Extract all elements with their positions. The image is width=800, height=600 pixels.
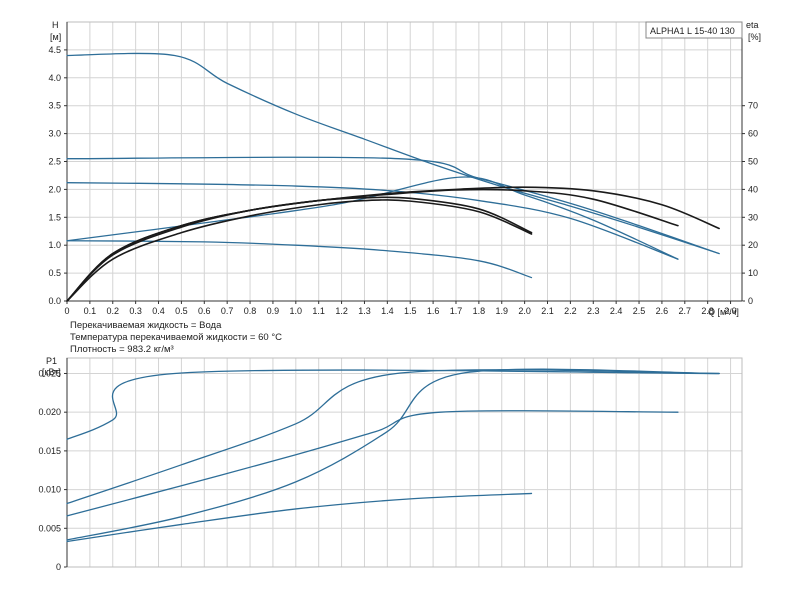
power-axis-label-line1: P1 (46, 356, 57, 366)
efficiency-curve-6 (66, 186, 720, 302)
note-density: Плотность = 983.2 кг/м³ (70, 344, 174, 355)
x-tick-label: 0.9 (267, 306, 280, 316)
x-tick-label: 1.4 (381, 306, 394, 316)
x-tick-label: 1.7 (450, 306, 463, 316)
x-tick-label: 2.6 (656, 306, 669, 316)
y2-tick-label: 60 (748, 129, 758, 139)
power-y-tick-label: 0.015 (38, 446, 61, 456)
y2-tick-label: 50 (748, 157, 758, 167)
x-tick-label: 2.7 (679, 306, 692, 316)
x-tick-label: 2.9 (724, 306, 737, 316)
grid-layer (67, 22, 742, 567)
axes-layer (64, 21, 745, 568)
y-tick-label: 4.5 (48, 45, 61, 55)
head-axis-label-line1: H (52, 20, 59, 30)
power-y-tick-label: 0.020 (38, 407, 61, 417)
x-tick-label: 2.2 (564, 306, 577, 316)
y-tick-label: 1.0 (48, 240, 61, 250)
y-tick-label: 2.5 (48, 157, 61, 167)
flow-axis-label: Q [м³/ч] (708, 307, 739, 317)
x-tick-label: 0.3 (129, 306, 142, 316)
head-curve-4 (66, 182, 679, 260)
x-tick-label: 0.2 (107, 306, 120, 316)
head-curve-5 (66, 240, 533, 279)
power-curve-4 (66, 368, 720, 541)
efficiency-curve-8 (66, 196, 533, 302)
x-tick-label: 0.4 (152, 306, 165, 316)
x-tick-label: 0.6 (198, 306, 211, 316)
y2-tick-label: 40 (748, 184, 758, 194)
x-tick-label: 1.9 (495, 306, 508, 316)
y2-tick-label: 20 (748, 240, 758, 250)
x-tick-label: 2.5 (633, 306, 646, 316)
x-tick-label: 2.4 (610, 306, 623, 316)
note-temperature: Температура перекачиваемой жидкости = 60… (70, 332, 282, 343)
x-tick-label: 0.7 (221, 306, 234, 316)
y-tick-label: 3.5 (48, 101, 61, 111)
power-y-tick-label: 0.010 (38, 485, 61, 495)
y2-tick-label: 10 (748, 268, 758, 278)
x-tick-label: 1.0 (290, 306, 303, 316)
power-curve-2 (66, 369, 720, 505)
x-tick-label: 2.1 (541, 306, 554, 316)
x-tick-label: 1.3 (358, 306, 371, 316)
x-tick-label: 1.1 (312, 306, 325, 316)
power-y-tick-label: 0.025 (38, 368, 61, 378)
series-layer (66, 52, 720, 543)
power-curve-1 (66, 369, 720, 440)
y-tick-label: 1.5 (48, 212, 61, 222)
x-tick-label: 0.8 (244, 306, 257, 316)
power-curve-5 (66, 492, 533, 543)
head-curve-3 (66, 176, 679, 260)
efficiency-curve-9 (66, 199, 533, 302)
x-tick-label: 1.6 (427, 306, 440, 316)
power-plot-frame (66, 357, 743, 568)
y-tick-label: 0.5 (48, 268, 61, 278)
y2-tick-label: 70 (748, 101, 758, 111)
power-y-tick-label: 0.005 (38, 523, 61, 533)
eta-axis-label-line1: eta (746, 20, 759, 30)
x-tick-label: 0.5 (175, 306, 188, 316)
model-label-box (645, 21, 743, 39)
power-curve-3 (66, 410, 679, 517)
x-tick-label: 0 (64, 306, 69, 316)
x-tick-label: 0.1 (84, 306, 97, 316)
efficiency-curve-7 (66, 188, 679, 302)
head-curve-2 (66, 156, 720, 255)
model-label: ALPHA1 L 15-40 130 (650, 26, 735, 36)
y-tick-label: 4.0 (48, 73, 61, 83)
x-tick-label: 2.0 (518, 306, 531, 316)
y-tick-label: 0.0 (48, 296, 61, 306)
head-curve-1 (66, 52, 720, 255)
x-tick-label: 2.8 (701, 306, 714, 316)
power-y-tick-label: 0 (56, 562, 61, 572)
x-tick-label: 1.8 (473, 306, 486, 316)
power-axis-label-line2: [кВт] (42, 367, 61, 377)
y2-tick-label: 30 (748, 212, 758, 222)
x-tick-label: 1.5 (404, 306, 417, 316)
eta-axis-label-line2: [%] (748, 32, 761, 42)
x-tick-label: 1.2 (335, 306, 348, 316)
head-axis-label-line2: [м] (50, 32, 61, 42)
y2-tick-label: 0 (748, 296, 753, 306)
y-tick-label: 3.0 (48, 129, 61, 139)
x-tick-label: 2.3 (587, 306, 600, 316)
note-fluid: Перекачиваемая жидкость = Вода (70, 320, 222, 331)
y-tick-label: 2.0 (48, 184, 61, 194)
labels-layer: ALPHA1 L 15-40 130 H [м] eta [%] Q [м³/ч… (38, 20, 761, 572)
